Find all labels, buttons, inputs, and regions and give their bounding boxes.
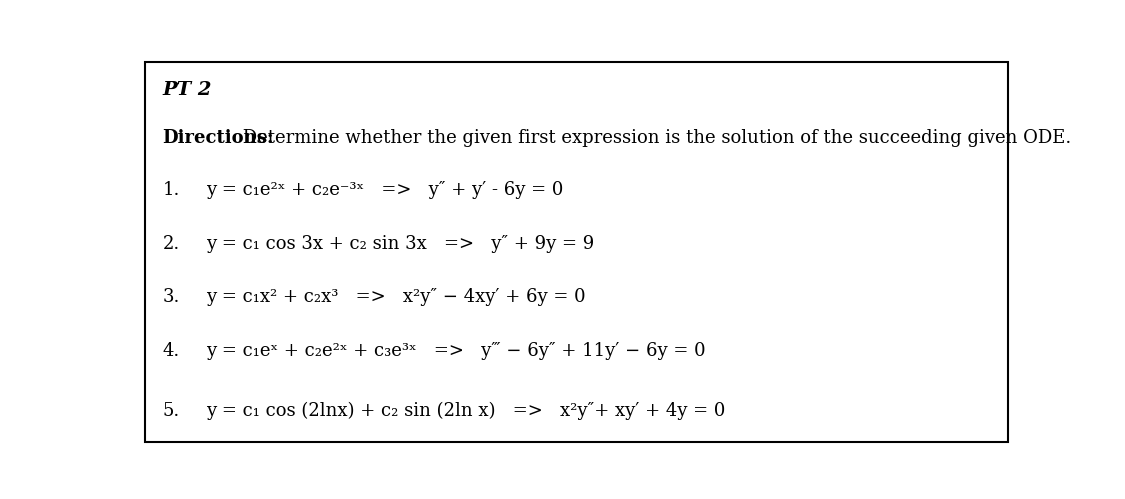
FancyBboxPatch shape <box>145 62 1008 442</box>
Text: 2.: 2. <box>162 235 180 252</box>
Text: y = c₁ cos (2lnx) + c₂ sin (2ln x)   =>   x²y″+ xy′ + 4y = 0: y = c₁ cos (2lnx) + c₂ sin (2ln x) => x²… <box>206 402 726 420</box>
Text: PT 2: PT 2 <box>162 81 212 99</box>
Text: Directions:: Directions: <box>162 129 273 147</box>
Text: 1.: 1. <box>162 181 180 199</box>
Text: y = c₁e²ˣ + c₂e⁻³ˣ   =>   y″ + y′ - 6y = 0: y = c₁e²ˣ + c₂e⁻³ˣ => y″ + y′ - 6y = 0 <box>206 181 564 199</box>
Text: Determine whether the given first expression is the solution of the succeeding g: Determine whether the given first expres… <box>236 129 1071 147</box>
Text: y = c₁x² + c₂x³   =>   x²y″ − 4xy′ + 6y = 0: y = c₁x² + c₂x³ => x²y″ − 4xy′ + 6y = 0 <box>206 288 586 306</box>
Text: 3.: 3. <box>162 288 180 306</box>
Text: 4.: 4. <box>162 342 180 360</box>
Text: y = c₁eˣ + c₂e²ˣ + c₃e³ˣ   =>   y‴ − 6y″ + 11y′ − 6y = 0: y = c₁eˣ + c₂e²ˣ + c₃e³ˣ => y‴ − 6y″ + 1… <box>206 342 705 360</box>
Text: y = c₁ cos 3x + c₂ sin 3x   =>   y″ + 9y = 9: y = c₁ cos 3x + c₂ sin 3x => y″ + 9y = 9 <box>206 235 594 252</box>
Text: 5.: 5. <box>162 402 180 420</box>
